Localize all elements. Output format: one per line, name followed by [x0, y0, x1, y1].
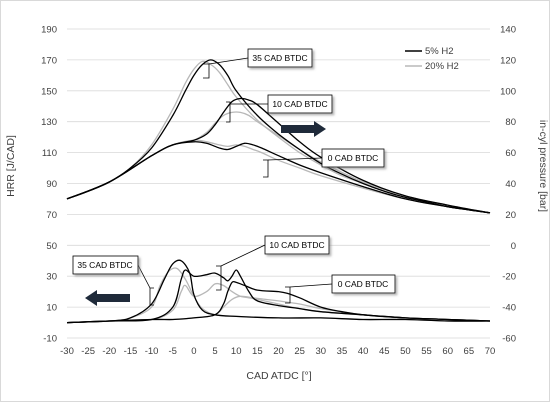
callout-bracket-pressure-35 [203, 63, 210, 79]
y-left-tick-label: 110 [42, 148, 57, 159]
callout-bracket-pressure-10 [226, 101, 231, 123]
x-tick-label: 10 [231, 346, 242, 357]
y-axis-right-title: in-cyl pressure [bar] [537, 120, 549, 212]
y-left-tick-label: 50 [46, 241, 57, 252]
x-tick-label: -30 [60, 346, 74, 357]
callout-label-hrr-10: 10 CAD BTDC [269, 240, 324, 250]
x-tick-label: 60 [442, 346, 453, 357]
y-right-tick-label: 0 [511, 241, 516, 252]
y-right-tick-label: 40 [505, 179, 516, 190]
callout-label-hrr-0: 0 CAD BTDC [338, 279, 389, 289]
x-tick-label: 45 [379, 346, 390, 357]
callout-bracket-hrr-10 [216, 265, 222, 291]
y-left-tick-label: 130 [41, 117, 57, 128]
series-lines [66, 59, 491, 324]
y-right-tick-label: -60 [502, 334, 516, 345]
callout-bracket-pressure-0 [263, 159, 269, 178]
callout-box-hrr-10 [264, 235, 330, 255]
legend: 5% H2 20% H2 [405, 46, 459, 72]
y-axis-left-title: HRR [J/CAD] [5, 135, 17, 197]
y-right-tick-label: 80 [505, 117, 516, 128]
x-tick-label: 5 [212, 346, 217, 357]
series-line-hrr-0-cad-btdc-5-h2 [66, 280, 491, 324]
callout-label-pressure-0: 0 CAD BTDC [328, 153, 379, 163]
callout-box-pressure-0 [321, 148, 385, 168]
callout-bracket-hrr-0 [285, 286, 291, 304]
y-right-tick-label: -20 [502, 272, 516, 283]
y-right-tick-label: 20 [505, 210, 516, 221]
callout-box-pressure-35 [247, 48, 313, 68]
y-right-tick-label: 140 [500, 25, 516, 36]
y-left-tick-label: 10 [46, 303, 57, 314]
y-left-tick-label: 30 [46, 272, 57, 283]
x-tick-label: 40 [358, 346, 369, 357]
series-line-hrr-10-cad-btdc-5-h2 [66, 269, 491, 324]
x-tick-label: -5 [169, 346, 177, 357]
x-tick-label: -20 [102, 346, 116, 357]
y-left-tick-label: 90 [46, 179, 57, 190]
pressure-axis-arrow-icon [281, 121, 326, 137]
callout-box-pressure-10 [267, 94, 333, 114]
x-tick-label: 50 [400, 346, 411, 357]
x-tick-label: 15 [252, 346, 263, 357]
x-tick-label: 25 [294, 346, 305, 357]
y-right-tick-label: -40 [502, 303, 516, 314]
x-tick-label: 20 [273, 346, 284, 357]
callout-leader-hrr-10 [220, 244, 266, 267]
y-left-tick-label: 170 [41, 55, 57, 66]
x-tick-label: 55 [421, 346, 432, 357]
x-tick-label: -10 [145, 346, 159, 357]
annotation-callouts: 35 CAD BTDC 10 CAD BTDC 0 CAD BTDC 10 CA… [72, 48, 396, 306]
x-tick-label: 70 [485, 346, 496, 357]
legend-label-20pct: 20% H2 [425, 61, 459, 72]
callout-label-hrr-35: 35 CAD BTDC [77, 260, 132, 270]
hrr-axis-arrow-icon [85, 290, 130, 306]
y-left-tick-label: 150 [41, 86, 57, 97]
callout-box-hrr-35 [72, 255, 139, 275]
x-tick-label: 65 [464, 346, 475, 357]
y-right-tick-label: 120 [500, 55, 516, 66]
x-tick-label: -15 [124, 346, 138, 357]
x-axis-title: CAD ATDC [°] [246, 370, 311, 382]
y-right-tick-label: 100 [500, 86, 516, 97]
y-left-tick-label: 190 [41, 25, 57, 36]
callout-leader-pressure-0 [267, 157, 323, 161]
x-tick-label: -25 [81, 346, 95, 357]
callout-box-hrr-0 [331, 274, 396, 294]
series-line-pressure-0-cad-btdc-5-h2 [66, 141, 491, 214]
callout-leader-hrr-0 [289, 283, 333, 288]
callout-bracket-hrr-35 [149, 287, 154, 306]
axes: -101030507090110130150170190-60-40-20020… [41, 25, 516, 358]
callout-leader-pressure-35 [208, 57, 249, 65]
callout-label-pressure-35: 35 CAD BTDC [252, 53, 307, 63]
series-line-pressure-35-cad-btdc-5-h2 [66, 59, 491, 214]
x-tick-label: 30 [316, 346, 327, 357]
series-line-hrr-35-cad-btdc-5-h2 [66, 259, 491, 324]
y-right-tick-label: 60 [505, 148, 516, 159]
callout-leader-hrr-35 [137, 264, 151, 289]
y-left-tick-label: -10 [43, 334, 57, 345]
y-left-tick-label: 70 [46, 210, 57, 221]
callout-label-pressure-10: 10 CAD BTDC [272, 99, 327, 109]
x-tick-label: 0 [191, 346, 196, 357]
legend-label-5pct: 5% H2 [425, 46, 454, 57]
x-tick-label: 35 [337, 346, 348, 357]
